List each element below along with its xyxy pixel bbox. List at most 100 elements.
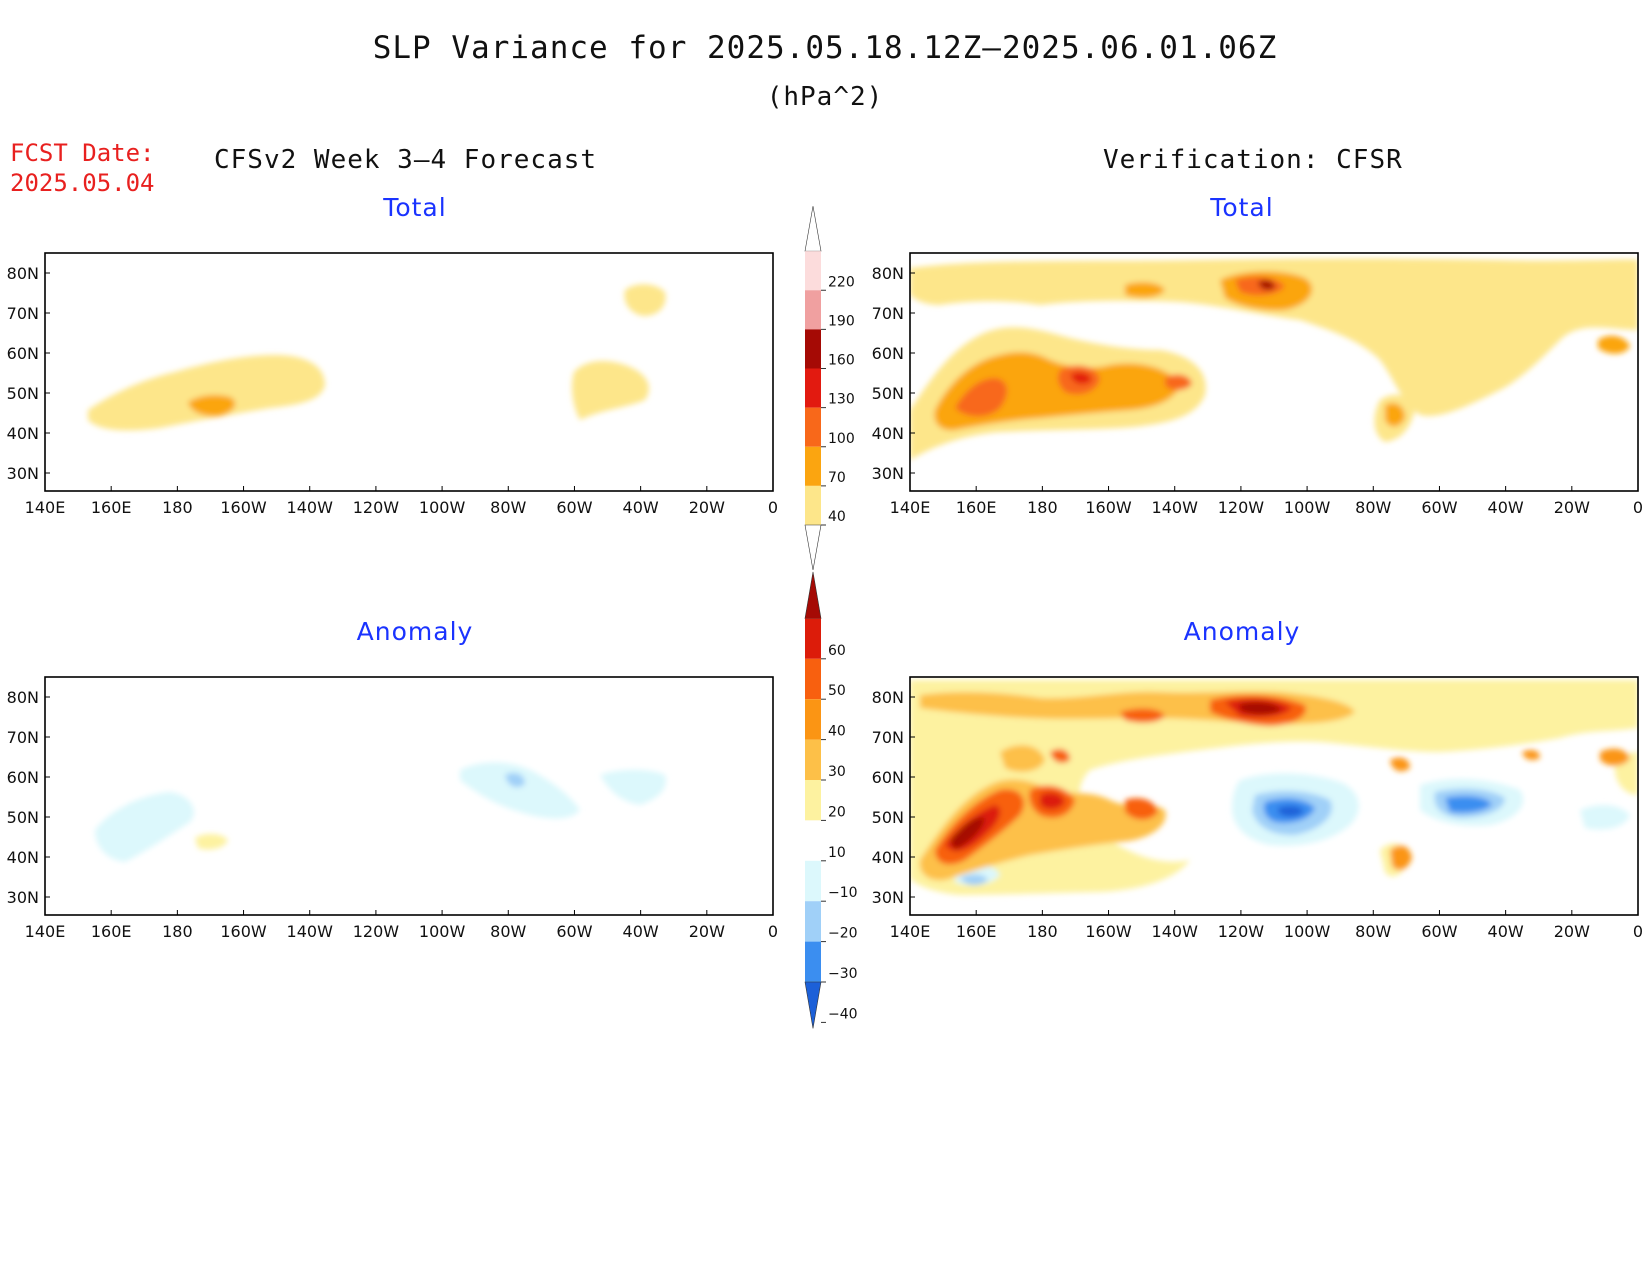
shade-minus20-minus30 [960, 874, 988, 886]
lat-tick-label-verification-total: 70N [872, 304, 904, 323]
colorbar-level-label: 20 [828, 804, 846, 820]
colorbar-level-label: 40 [828, 509, 846, 525]
shade-70-100 [1598, 335, 1630, 354]
lon-tick-label-forecast-anomaly: 100W [419, 922, 466, 941]
lon-tick-label-forecast-total: 160W [220, 498, 267, 517]
lon-tick-label-verification-anomaly: 160E [956, 922, 997, 941]
shade-70-100 [1125, 282, 1165, 298]
shade-40-70 [624, 284, 666, 316]
colorbar-segment [805, 901, 821, 942]
lon-tick-label-verification-total: 180 [1027, 498, 1058, 517]
lon-tick-label-forecast-anomaly: 40W [623, 922, 659, 941]
colorbar-segment [805, 941, 821, 982]
colorbar-segment [805, 329, 821, 369]
colorbar-level-label: −10 [828, 885, 858, 901]
map-frame [44, 676, 774, 916]
lon-tick-label-forecast-total: 180 [162, 498, 193, 517]
lat-tick-label-verification-anomaly: 80N [872, 688, 904, 707]
shade-70-100 [188, 394, 236, 417]
lat-tick-label-verification-anomaly: 40N [872, 848, 904, 867]
colorbar-level-label: 60 [828, 643, 846, 659]
map-frame [909, 252, 1639, 492]
lon-tick-label-verification-anomaly: 140E [890, 922, 931, 941]
colorbar-total: 220 190 160 130 100 70 40 [804, 206, 855, 571]
lon-tick-label-forecast-anomaly: 140W [287, 922, 334, 941]
fcst-date-label: FCST Date: [10, 139, 155, 167]
lon-tick-label-verification-anomaly: 0 [1633, 922, 1643, 941]
fcst-date: FCST Date: 2025.05.04 [10, 138, 155, 198]
lon-tick-label-forecast-anomaly: 180 [162, 922, 193, 941]
colorbar-level-label: 40 [828, 724, 846, 740]
lat-tick-label-verification-anomaly: 60N [872, 768, 904, 787]
colorbar-level-label: 220 [828, 274, 855, 290]
shade-30-40 [1600, 748, 1630, 766]
lon-tick-label-forecast-total: 100W [419, 498, 466, 517]
map-panel-verification-anomaly [909, 676, 1639, 916]
lat-tick-label-verification-anomaly: 50N [872, 808, 904, 827]
shade-30-40 [1390, 757, 1410, 772]
lon-tick-label-verification-total: 140E [890, 498, 931, 517]
colorbar-segment [805, 739, 821, 780]
lon-tick-label-forecast-total: 160E [91, 498, 132, 517]
lat-tick-label-verification-anomaly: 30N [872, 888, 904, 907]
colorbar-segment [805, 446, 821, 486]
colorbar-level-label: 100 [828, 431, 855, 447]
map-background [45, 253, 773, 491]
colorbar-level-label: −20 [828, 926, 858, 942]
colorbar-segment [805, 658, 821, 700]
colorbar-segment [805, 368, 821, 408]
lon-tick-label-forecast-anomaly: 140E [25, 922, 66, 941]
lon-tick-label-forecast-anomaly: 20W [689, 922, 725, 941]
lon-tick-label-verification-anomaly: 80W [1355, 922, 1391, 941]
lat-tick-label-forecast-total: 60N [7, 344, 39, 363]
shade-70-100 [1385, 403, 1405, 427]
lon-tick-label-forecast-anomaly: 160E [91, 922, 132, 941]
lon-tick-label-forecast-total: 0 [768, 498, 778, 517]
chart-units: (hPa^2) [766, 82, 884, 112]
shade-above-60 [1240, 702, 1282, 715]
shade-30-40 [1522, 750, 1540, 760]
lon-tick-label-forecast-total: 140E [25, 498, 66, 517]
lon-tick-label-verification-total: 160W [1085, 498, 1132, 517]
shade-minus10-minus20 [460, 762, 580, 819]
map-frame [44, 252, 774, 492]
chart-title: SLP Variance for 2025.05.18.12Z–2025.06.… [372, 30, 1278, 66]
lon-tick-label-forecast-anomaly: 160W [220, 922, 267, 941]
shade-30-40 [1390, 845, 1412, 871]
lat-tick-label-verification-total: 50N [872, 384, 904, 403]
colorbar-anomaly: 60 50 40 30 20 10 −10 −20 −30 −40 [804, 571, 858, 1029]
map-frame [909, 676, 1639, 916]
colorbar-level-label: −30 [828, 966, 858, 982]
shade-50-60 [1040, 792, 1065, 810]
lon-tick-label-forecast-anomaly: 60W [556, 922, 592, 941]
shade-10-20 [195, 834, 228, 850]
lat-tick-label-verification-total: 30N [872, 464, 904, 483]
shade-below-minus40 [1278, 805, 1304, 817]
forecast-heading: CFSv2 Week 3–4 Forecast [214, 145, 598, 175]
shade-100-130 [955, 378, 1007, 417]
lon-tick-label-verification-anomaly: 120W [1218, 922, 1265, 941]
lon-tick-label-forecast-total: 20W [689, 498, 725, 517]
lon-tick-label-verification-anomaly: 40W [1488, 922, 1524, 941]
lon-tick-label-verification-total: 160E [956, 498, 997, 517]
lat-tick-label-verification-total: 80N [872, 264, 904, 283]
shade-40-50 [1120, 708, 1165, 723]
colorbar-level-label: 130 [828, 392, 855, 408]
lon-tick-label-verification-anomaly: 100W [1284, 922, 1331, 941]
lat-tick-label-forecast-total: 50N [7, 384, 39, 403]
shade-100-130 [1165, 374, 1192, 391]
lon-tick-label-forecast-anomaly: 80W [490, 922, 526, 941]
lat-tick-label-forecast-total: 70N [7, 304, 39, 323]
colorbar-level-label: −40 [828, 1006, 858, 1022]
colorbar-bottom-arrow [804, 524, 822, 571]
lon-tick-label-forecast-total: 40W [623, 498, 659, 517]
map-panel-verification-total [909, 252, 1639, 492]
lon-tick-label-verification-total: 100W [1284, 498, 1331, 517]
lat-tick-label-verification-total: 60N [872, 344, 904, 363]
lon-tick-label-verification-anomaly: 60W [1421, 922, 1457, 941]
colorbar-segment [805, 251, 821, 291]
colorbar-segment [805, 290, 821, 330]
lon-tick-label-forecast-total: 80W [490, 498, 526, 517]
colorbar-segment [805, 780, 821, 821]
